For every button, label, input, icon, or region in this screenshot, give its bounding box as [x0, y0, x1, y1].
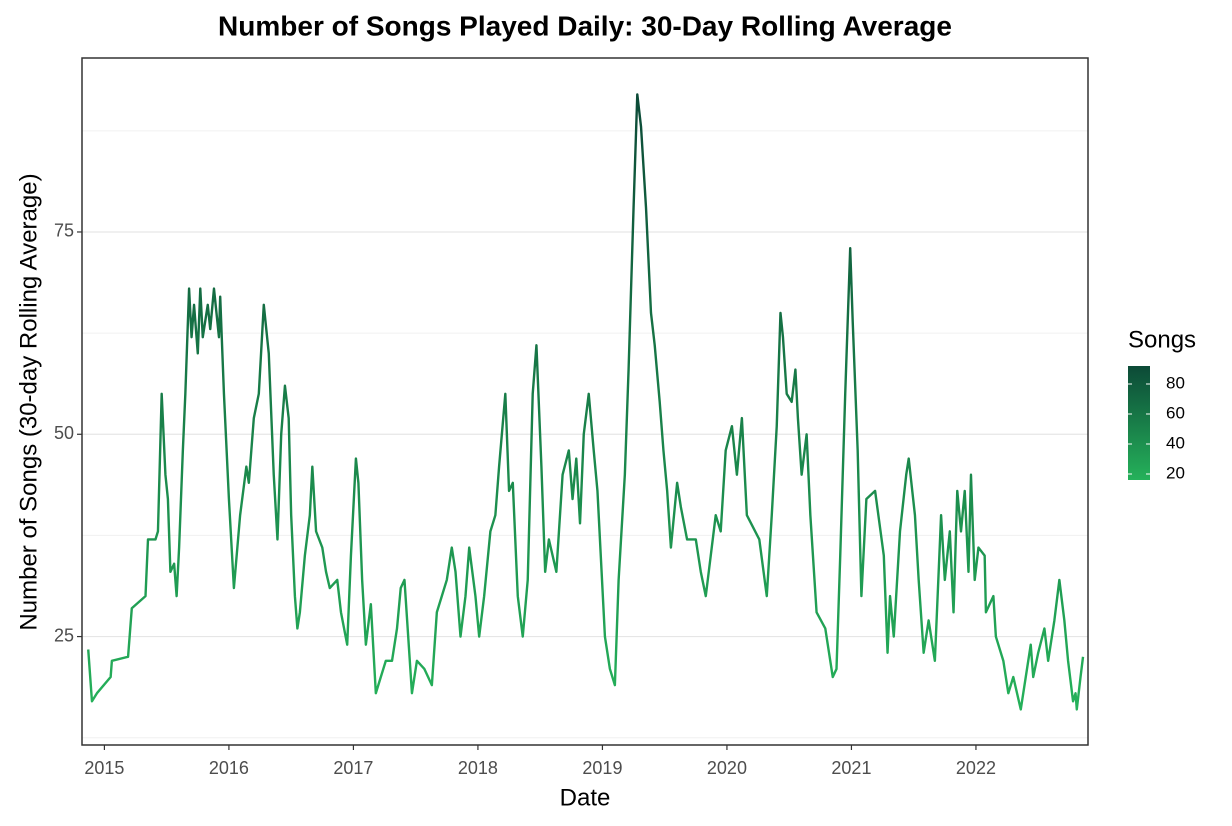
x-tick-label: 2020 — [707, 758, 747, 778]
legend-tick-label: 80 — [1166, 373, 1185, 392]
y-tick-label: 75 — [54, 221, 74, 241]
x-tick-label: 2015 — [84, 758, 124, 778]
x-tick-label: 2018 — [458, 758, 498, 778]
legend-colorbar — [1128, 366, 1150, 480]
legend-tick-label: 60 — [1166, 403, 1185, 422]
x-tick-label: 2021 — [831, 758, 871, 778]
y-tick-label: 25 — [54, 625, 74, 645]
chart-title: Number of Songs Played Daily: 30-Day Rol… — [218, 10, 952, 41]
y-axis-label: Number of Songs (30-day Rolling Average) — [15, 173, 42, 630]
x-axis-label: Date — [560, 784, 611, 811]
x-tick-label: 2016 — [209, 758, 249, 778]
y-tick-label: 50 — [54, 423, 74, 443]
legend-tick-label: 40 — [1166, 433, 1185, 452]
legend-tick-label: 20 — [1166, 463, 1185, 482]
x-tick-label: 2019 — [582, 758, 622, 778]
plot-border — [81, 57, 1089, 746]
x-tick-label: 2017 — [333, 758, 373, 778]
x-tick-label: 2022 — [956, 758, 996, 778]
legend-title: Songs — [1128, 326, 1196, 353]
data-line — [87, 93, 1085, 711]
